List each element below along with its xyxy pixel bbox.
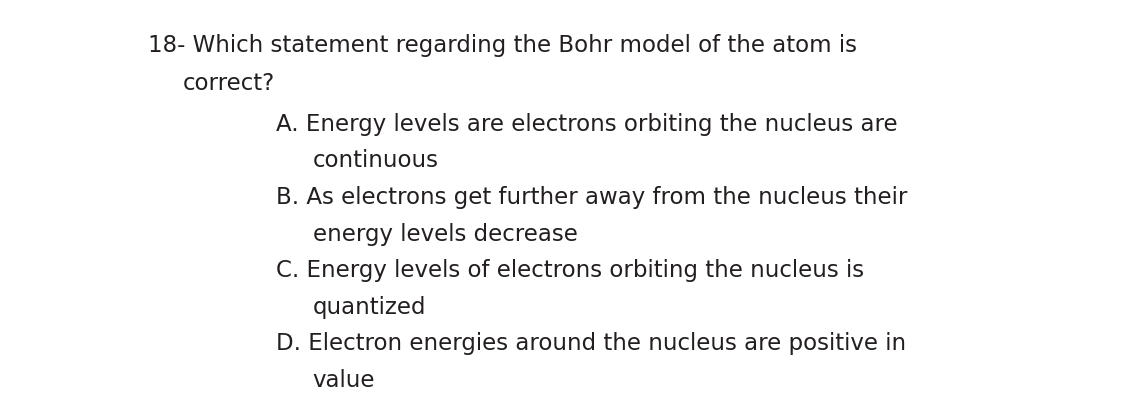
Text: continuous: continuous [313,149,439,172]
Text: B. As electrons get further away from the nucleus their: B. As electrons get further away from th… [276,186,907,209]
Text: A. Energy levels are electrons orbiting the nucleus are: A. Energy levels are electrons orbiting … [276,113,898,135]
Text: quantized: quantized [313,296,426,319]
Text: correct?: correct? [182,72,274,95]
Text: D. Electron energies around the nucleus are positive in: D. Electron energies around the nucleus … [276,332,906,355]
Text: 18- Which statement regarding the Bohr model of the atom is: 18- Which statement regarding the Bohr m… [148,34,857,57]
Text: C. Energy levels of electrons orbiting the nucleus is: C. Energy levels of electrons orbiting t… [276,259,864,282]
Text: value: value [313,369,376,392]
Text: energy levels decrease: energy levels decrease [313,223,577,246]
